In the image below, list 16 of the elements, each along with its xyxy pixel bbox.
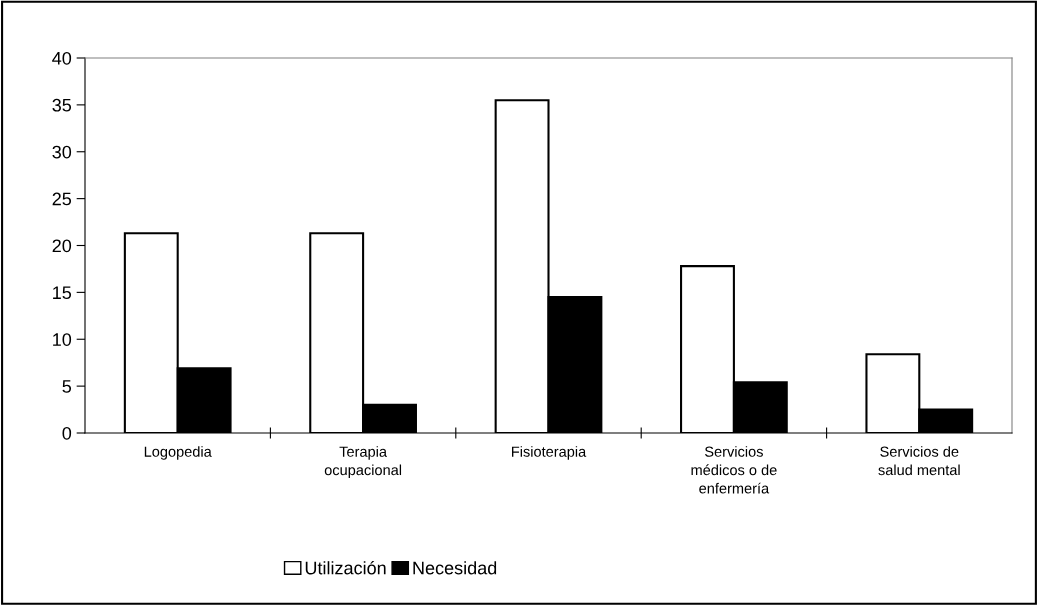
y-tick-label: 25 <box>52 192 72 206</box>
x-tick-label: Fisioterapia <box>512 446 587 460</box>
x-tick-label: Logopedia <box>144 446 212 460</box>
y-tick-label: 5 <box>62 380 72 393</box>
y-tick-label: 35 <box>52 98 72 112</box>
y-tick-label: 15 <box>53 286 72 300</box>
x-tick-label: Terapia ocupacional <box>324 446 402 479</box>
y-tick-label: 30 <box>52 145 72 159</box>
y-tick-label: 40 <box>52 51 72 65</box>
y-tick-label: 0 <box>62 426 72 440</box>
y-tick-label: 10 <box>53 333 72 346</box>
x-tick-label: Servicios de salud mental <box>878 446 960 476</box>
legend-label: Necesidad <box>413 561 497 575</box>
x-tick-label: Servicios médicos o de enfermería <box>691 446 777 494</box>
legend-label: Utilización <box>305 560 386 575</box>
y-tick-label: 20 <box>52 239 72 253</box>
